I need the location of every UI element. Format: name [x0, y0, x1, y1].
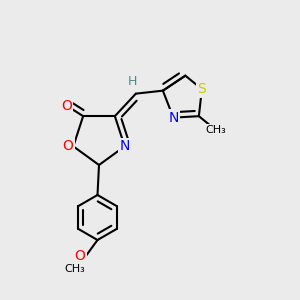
Text: N: N	[119, 139, 130, 153]
Text: CH₃: CH₃	[64, 263, 86, 274]
Text: O: O	[62, 139, 73, 153]
Text: O: O	[61, 99, 72, 113]
Text: S: S	[197, 82, 206, 96]
Text: H: H	[128, 75, 138, 88]
Text: N: N	[168, 111, 178, 125]
Text: CH₃: CH₃	[205, 125, 226, 135]
Text: O: O	[75, 250, 86, 263]
